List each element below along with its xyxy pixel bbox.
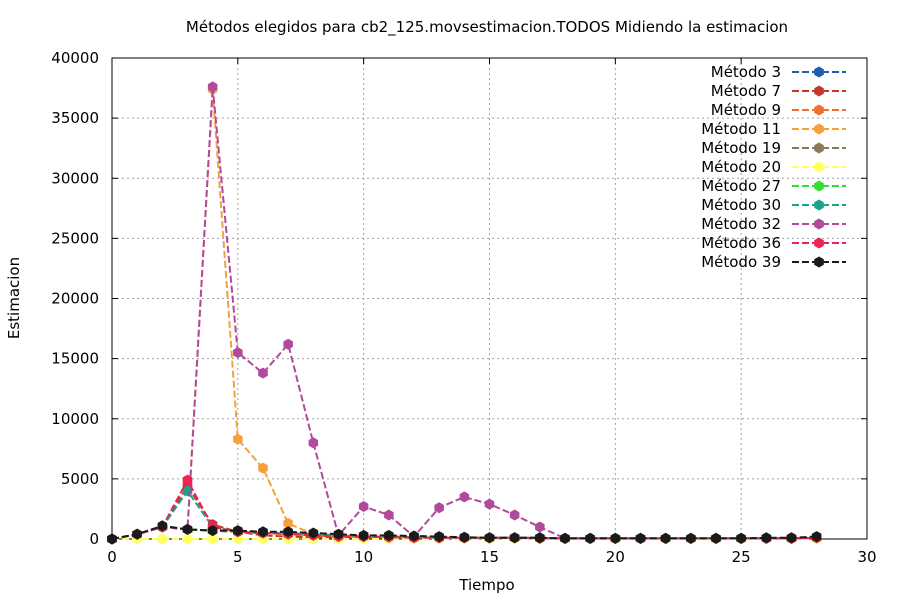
y-tick-label: 40000 (51, 49, 99, 67)
data-point (258, 462, 268, 474)
legend-marker (814, 142, 824, 154)
data-point (182, 533, 193, 545)
y-tick-label: 35000 (51, 109, 99, 127)
data-point (686, 532, 696, 544)
y-tick-label: 30000 (51, 169, 99, 187)
legend-marker (814, 123, 824, 135)
data-point (107, 533, 117, 545)
legend-marker (814, 161, 824, 173)
x-tick-label: 20 (606, 548, 625, 566)
data-point (258, 367, 268, 379)
data-point (233, 533, 243, 545)
data-point (308, 437, 319, 449)
grid (112, 58, 867, 539)
data-point (660, 532, 671, 544)
data-point (786, 532, 797, 544)
data-point (358, 501, 369, 512)
data-point (635, 532, 646, 544)
y-tick-label: 20000 (51, 290, 99, 308)
data-point (233, 347, 243, 359)
data-point (811, 531, 822, 543)
x-tick-label: 15 (480, 548, 499, 566)
legend-label: Método 27 (701, 177, 781, 195)
data-point (535, 532, 545, 544)
data-point (308, 527, 319, 539)
legend-marker (814, 237, 824, 249)
data-point (509, 509, 520, 521)
data-point (459, 491, 470, 503)
data-point (434, 502, 444, 514)
legend-label: Método 30 (701, 196, 781, 214)
data-point (182, 474, 193, 486)
series-line (111, 477, 817, 540)
y-tick-label: 10000 (51, 410, 99, 428)
legend-label: Método 39 (701, 253, 781, 271)
x-tick-label: 25 (732, 548, 751, 566)
chart-title: Métodos elegidos para cb2_125.movsestima… (186, 18, 788, 37)
data-point (409, 530, 419, 542)
legend-label: Método 36 (701, 234, 781, 252)
legend-label: Método 20 (701, 158, 781, 176)
data-point (711, 532, 721, 544)
data-point (182, 523, 193, 535)
series-método-39 (107, 520, 822, 545)
x-tick-label: 10 (354, 548, 373, 566)
data-point (509, 532, 520, 544)
legend-label: Método 3 (711, 63, 781, 81)
legend-label: Método 11 (701, 120, 781, 138)
data-point (560, 532, 570, 544)
y-tick-label: 15000 (51, 350, 99, 368)
data-point (207, 81, 218, 93)
data-point (258, 526, 268, 538)
legend-marker (814, 256, 824, 268)
data-point (535, 521, 545, 533)
legend-marker (814, 66, 824, 78)
data-point (233, 433, 243, 445)
data-point (283, 338, 293, 350)
data-point (585, 532, 595, 544)
data-point (157, 533, 168, 545)
data-point (459, 531, 470, 543)
legend-label: Método 9 (711, 101, 781, 119)
x-tick-label: 0 (107, 548, 117, 566)
data-point (384, 529, 394, 541)
data-point (157, 520, 168, 532)
data-point (283, 517, 293, 529)
series-layer (107, 81, 822, 545)
y-tick-label: 5000 (61, 470, 99, 488)
x-tick-label: 5 (233, 548, 243, 566)
data-point (207, 525, 218, 537)
legend-marker (814, 85, 824, 97)
legend-label: Método 32 (701, 215, 781, 233)
data-point (384, 509, 394, 521)
ticks: 0 5 10 15 20 25 30 0 5000 10000 15000 20000 25000 300… (51, 49, 876, 566)
data-point (132, 528, 142, 540)
data-point (484, 498, 495, 510)
data-point (610, 532, 621, 544)
legend-marker (814, 199, 824, 211)
data-point (484, 532, 495, 544)
y-tick-label: 25000 (51, 229, 99, 247)
x-tick-label: 30 (857, 548, 876, 566)
data-point (207, 533, 218, 545)
legend-marker (814, 218, 824, 230)
legend-label: Método 19 (701, 139, 781, 157)
legend-marker (814, 180, 824, 192)
data-point (233, 525, 243, 537)
legend-marker (814, 104, 824, 116)
data-point (333, 528, 344, 540)
data-point (761, 532, 772, 544)
data-point (736, 532, 746, 544)
data-point (283, 526, 293, 538)
data-point (358, 529, 369, 541)
x-axis-label: Tiempo (458, 576, 514, 594)
legend-label: Método 7 (711, 82, 781, 100)
data-point (434, 531, 444, 543)
y-tick-label: 0 (89, 530, 99, 548)
y-axis-label: Estimacion (5, 257, 23, 339)
